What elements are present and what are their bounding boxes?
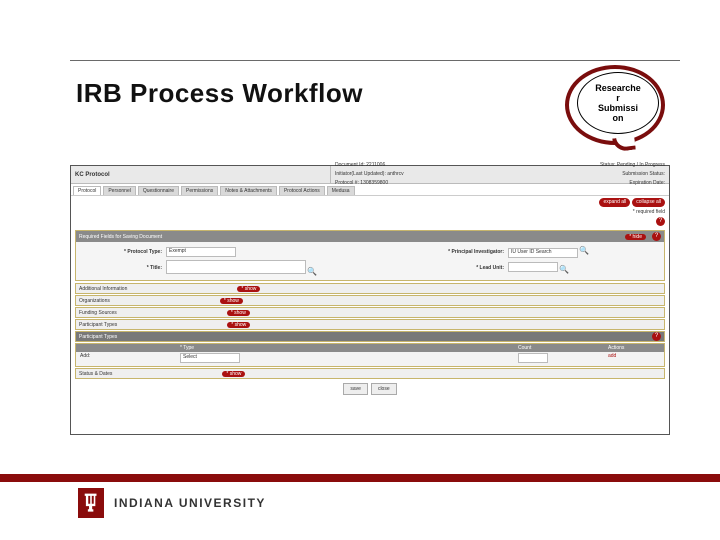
col-blank — [76, 344, 176, 352]
protocol-type-value[interactable]: Exempt — [166, 247, 286, 257]
pi-field[interactable]: IU User ID Search 🔍 — [508, 246, 658, 258]
add-button[interactable]: add — [608, 353, 616, 359]
required-fields-panel: Required Fields for Saving Document * hi… — [75, 230, 665, 281]
col-type: * Type — [176, 344, 514, 352]
show-toggle[interactable]: * show — [222, 371, 245, 377]
footer-band — [0, 474, 720, 482]
tab-permissions[interactable]: Permissions — [181, 186, 218, 195]
tab-questionnaire[interactable]: Questionnaire — [138, 186, 179, 195]
collapse-all-button[interactable]: collapse all — [632, 198, 665, 207]
doc-id-value: 2211006 — [366, 162, 385, 168]
bottom-button-row: save close — [71, 380, 669, 397]
initiator-label: Initiator(Last Updated): — [335, 171, 386, 177]
show-toggle[interactable]: * show — [227, 310, 250, 316]
section-label: Status & Dates — [79, 371, 112, 377]
title-search-icon[interactable]: 🔍 — [307, 267, 317, 276]
app-header: KC Protocol Document Id: 2211006 Status:… — [71, 166, 669, 184]
meta-row-1: Document Id: 2211006 Status: Pending / I… — [335, 161, 665, 170]
lead-unit-input[interactable] — [508, 262, 558, 272]
callout-bubble: Researche r Submissi on — [565, 65, 665, 145]
title-label: * Title: — [82, 265, 162, 271]
app-screenshot: KC Protocol Document Id: 2211006 Status:… — [70, 165, 670, 435]
show-toggle[interactable]: * show — [227, 322, 250, 328]
required-fields-body: * Protocol Type: Exempt * Principal Inve… — [76, 242, 664, 280]
show-toggle[interactable]: * show — [237, 286, 260, 292]
section-additional-info[interactable]: Additional Information * show — [75, 283, 665, 294]
section-label: Organizations — [79, 298, 110, 304]
help-icon[interactable]: ? — [656, 217, 665, 226]
participant-table-row: Add: Select add — [76, 352, 664, 366]
divider-top — [70, 60, 680, 61]
bubble-text: Researche r Submissi on — [577, 72, 659, 134]
help-row-2: ? — [71, 217, 669, 228]
pi-label: * Principal Investigator: — [414, 249, 504, 255]
tab-medusa[interactable]: Medusa — [327, 186, 355, 195]
section-label: Participant Types — [79, 322, 117, 328]
footer: INDIANA UNIVERSITY — [78, 488, 266, 518]
help-row: * required field — [71, 209, 669, 217]
required-fields-header: Required Fields for Saving Document * hi… — [76, 231, 664, 242]
page-title: IRB Process Workflow — [76, 78, 363, 109]
app-title: KC Protocol — [71, 166, 331, 184]
title-input[interactable] — [166, 260, 306, 274]
protocol-type-label: * Protocol Type: — [82, 249, 162, 255]
exp-label: Expiration Date: — [629, 180, 665, 186]
section-organizations[interactable]: Organizations * show — [75, 295, 665, 306]
count-input[interactable] — [518, 353, 548, 363]
meta-row-2: Initiator(Last Updated): anthrcv Submiss… — [335, 170, 665, 179]
save-button[interactable]: save — [343, 383, 368, 395]
sub-status-label: Submission Status: — [622, 171, 665, 177]
status-label: Status: — [600, 162, 616, 168]
col-count: Count — [514, 344, 604, 352]
expand-all-button[interactable]: expand all — [599, 198, 630, 207]
lead-unit-label: * Lead Unit: — [414, 265, 504, 271]
panel-help-icon[interactable]: ? — [652, 232, 661, 241]
col-actions: Actions — [604, 344, 664, 352]
section-participant-types[interactable]: Participant Types * show — [75, 319, 665, 330]
section-label: Funding Sources — [79, 310, 117, 316]
row-add-label: Add: — [76, 352, 176, 366]
tab-actions[interactable]: Protocol Actions — [279, 186, 325, 195]
tab-notes[interactable]: Notes & Attachments — [220, 186, 277, 195]
participant-header-label: Participant Types — [79, 334, 117, 340]
meta-row-3: Protocol #: 1308359800 Expiration Date: — [335, 179, 665, 188]
tab-personnel[interactable]: Personnel — [103, 186, 136, 195]
app-header-meta: Document Id: 2211006 Status: Pending / I… — [331, 166, 669, 184]
iu-logo — [78, 488, 104, 518]
required-fields-title: Required Fields for Saving Document — [79, 234, 162, 240]
search-icon[interactable]: 🔍 — [579, 246, 589, 255]
show-toggle[interactable]: * show — [220, 298, 243, 304]
tab-protocol[interactable]: Protocol — [73, 186, 101, 195]
doc-id-label: Document Id: — [335, 162, 365, 168]
hide-toggle[interactable]: * hide — [625, 234, 646, 240]
institution-name: INDIANA UNIVERSITY — [114, 496, 266, 510]
section-status-dates[interactable]: Status & Dates * show — [75, 368, 665, 379]
status-value: Pending / In Progress — [617, 162, 665, 168]
toolbar-row: expand all collapse all — [71, 196, 669, 209]
section-funding[interactable]: Funding Sources * show — [75, 307, 665, 318]
participant-table-head: * Type Count Actions — [76, 344, 664, 352]
initiator-value: anthrcv — [387, 171, 403, 177]
trident-icon — [83, 492, 99, 514]
close-button[interactable]: close — [371, 383, 397, 395]
required-note: * required field — [633, 209, 665, 215]
lead-unit-search-icon[interactable]: 🔍 — [559, 265, 569, 274]
participant-help-icon[interactable]: ? — [652, 332, 661, 341]
protocol-no-value: 1308359800 — [360, 180, 388, 186]
participant-table: * Type Count Actions Add: Select add — [75, 343, 665, 367]
slide: IRB Process Workflow Researche r Submiss… — [0, 0, 720, 540]
participant-types-header: Participant Types ? — [75, 331, 665, 342]
type-select[interactable]: Select — [180, 353, 240, 363]
bubble-tail — [612, 136, 636, 153]
section-label: Additional Information — [79, 286, 127, 292]
